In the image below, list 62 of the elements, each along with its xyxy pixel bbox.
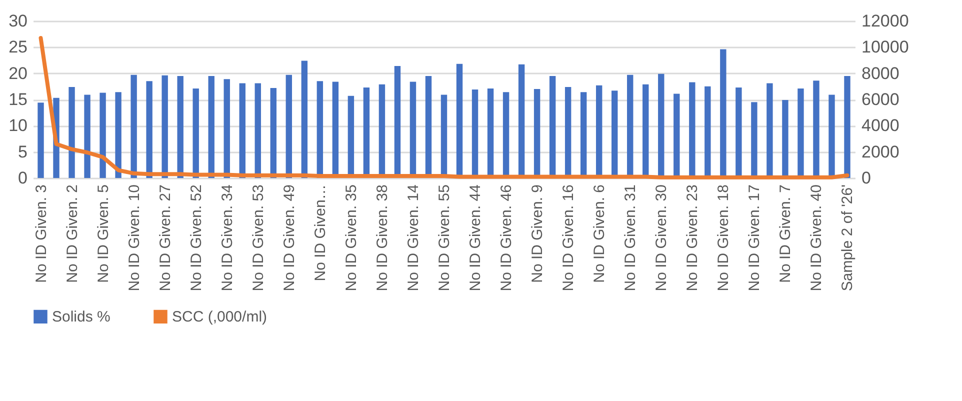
bar [224,79,230,178]
x-tick-label: No ID Given. 23 [684,184,702,292]
bar [38,102,44,178]
bar [115,92,122,178]
y2-tick-label: 4000 [862,116,900,136]
x-tick-label: No ID Given. 6 [591,184,608,283]
y-tick-label: 20 [8,64,28,83]
bar [208,76,214,178]
x-tick-label: No ID Given. 27 [156,184,174,292]
x-tick-label: No ID Given. 34 [218,184,236,292]
x-tick-label: No ID Given. 55 [436,184,453,292]
x-tick-label: No ID Given. 31 [622,184,640,292]
x-tick-label: No ID Given. 7 [777,184,794,283]
line-series [38,36,850,180]
x-tick-label: No ID Given. 18 [715,184,732,292]
x-tick-label: No ID Given. 10 [126,184,143,292]
y-tick-label: 5 [18,142,28,162]
y2-tick-label: 12000 [862,12,909,30]
bar [162,75,168,178]
x-tick-label: No ID Given. 40 [808,184,826,292]
x-tick-label: No ID Given. 30 [653,184,670,292]
x-tick-label: No ID Given. 46 [498,184,516,292]
x-tick-label: No ID Given. 14 [404,184,422,292]
x-tick-label: No ID Given. 49 [280,184,298,292]
y2-tick-label: 0 [862,168,871,188]
x-tick-label: No ID Given. 5 [94,184,112,283]
x-tick-label: No ID Given. 17 [746,184,764,292]
bar [68,86,75,178]
x-tick-label: No ID Given… [312,184,329,282]
bar [301,60,308,178]
x-tick-label: No ID Given. 35 [342,184,360,292]
legend-label: SCC (,000/ml) [172,308,268,326]
x-tick-label: No ID Given. 44 [467,184,484,292]
y-tick-label: 0 [18,168,28,188]
x-tick-label: No ID Given. 16 [560,184,578,292]
y-tick-label: 10 [8,116,28,136]
x-tick-label: No ID Given. 2 [64,184,81,283]
bar [270,88,276,178]
bar [254,83,261,178]
bar [844,76,850,178]
x-tick-label: No ID Given. 52 [188,184,205,292]
x-tick-label: No ID Given. 38 [374,184,391,292]
y-tick-label: 30 [8,12,28,30]
bar [239,83,246,178]
x-tick-label: No ID Given. 53 [250,184,267,292]
y2-tick-label: 8000 [862,64,900,83]
x-tick-label: No ID Given. 9 [529,184,546,283]
bar [146,81,152,178]
bar [192,88,199,178]
x-tick-label: No ID Given. 3 [32,184,50,283]
bar [177,76,184,178]
bar [84,94,90,178]
legend-label: Solids % [52,308,110,326]
x-tick-label: Sample 2 of '26' [839,184,856,292]
y2-tick-label: 10000 [862,38,909,57]
bar [286,74,292,178]
y-tick-label: 15 [8,90,28,109]
bar [100,92,106,178]
y-tick-label: 25 [8,38,28,57]
y2-tick-label: 6000 [862,90,900,109]
bar [130,74,137,178]
y2-tick-label: 2000 [862,142,900,162]
